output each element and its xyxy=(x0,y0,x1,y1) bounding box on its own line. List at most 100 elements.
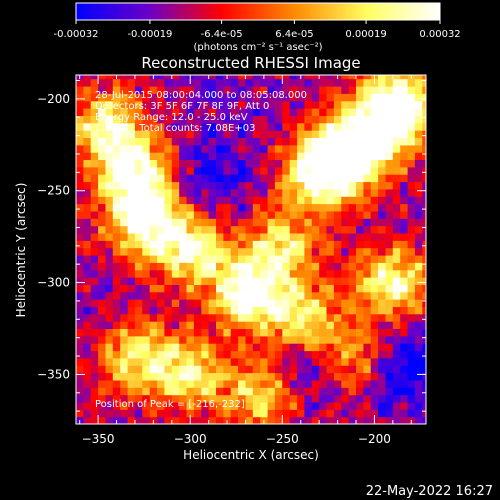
heatmap-cell xyxy=(90,122,99,131)
heatmap-cell xyxy=(238,233,247,241)
heatmap-cell xyxy=(333,394,342,403)
heatmap-cell xyxy=(201,181,210,190)
heatmap-cell xyxy=(422,218,426,227)
heatmap-cell xyxy=(326,166,335,175)
heatmap-cell xyxy=(407,174,416,183)
heatmap-cell xyxy=(134,210,143,219)
heatmap-cell xyxy=(201,108,210,116)
heatmap-cell xyxy=(385,284,394,293)
heatmap-cell xyxy=(282,262,291,271)
heatmap-cell xyxy=(356,181,364,190)
heatmap-cell xyxy=(252,416,261,424)
heatmap-cell xyxy=(171,240,180,249)
colorbar-tick-label: 0.00032 xyxy=(419,29,460,40)
heatmap-cell xyxy=(83,350,92,359)
heatmap-cell xyxy=(319,159,328,168)
heatmap-cell xyxy=(223,166,232,175)
heatmap-cell xyxy=(98,365,107,374)
heatmap-cell xyxy=(392,328,401,337)
heatmap-cell xyxy=(341,130,350,138)
heatmap-cell xyxy=(297,188,306,197)
heatmap-cell xyxy=(216,130,224,138)
heatmap-cell xyxy=(311,343,320,352)
heatmap-cell xyxy=(230,159,239,168)
heatmap-cell xyxy=(208,210,217,219)
heatmap-cell xyxy=(267,122,276,131)
heatmap-cell xyxy=(400,188,409,197)
heatmap-cell xyxy=(127,108,136,116)
heatmap-cell xyxy=(201,394,210,403)
heatmap-cell xyxy=(120,357,129,366)
heatmap-cell xyxy=(422,174,426,183)
heatmap-cell xyxy=(186,365,195,374)
heatmap-cell xyxy=(297,247,306,256)
heatmap-cell xyxy=(282,108,291,116)
heatmap-cell xyxy=(341,86,350,94)
heatmap-cell xyxy=(149,93,158,102)
heatmap-cell xyxy=(414,299,423,307)
heatmap-cell xyxy=(76,86,84,94)
heatmap-cell xyxy=(105,335,114,344)
heatmap-cell xyxy=(201,277,210,285)
heatmap-cell xyxy=(267,166,276,175)
heatmap-cell xyxy=(193,218,202,227)
heatmap-cell xyxy=(414,166,423,175)
heatmap-cell xyxy=(120,159,129,168)
heatmap-cell xyxy=(252,402,261,410)
heatmap-cell xyxy=(216,328,224,337)
heatmap-cell xyxy=(76,196,84,205)
heatmap-cell xyxy=(341,78,350,87)
heatmap-cell xyxy=(356,174,364,183)
heatmap-cell xyxy=(83,277,92,285)
heatmap-cell xyxy=(260,299,269,307)
heatmap-cell xyxy=(164,100,173,109)
heatmap-cell xyxy=(216,372,224,381)
heatmap-cell xyxy=(385,159,394,168)
heatmap-cell xyxy=(392,343,401,352)
heatmap-cell xyxy=(164,291,173,300)
heatmap-cell xyxy=(149,409,158,418)
heatmap-cell xyxy=(304,152,313,160)
heatmap-cell xyxy=(297,343,306,352)
heatmap-cell xyxy=(134,115,143,124)
heatmap-cell xyxy=(223,277,232,285)
heatmap-cell xyxy=(392,159,401,168)
heatmap-cell xyxy=(289,196,298,205)
heatmap-cell xyxy=(274,115,283,124)
heatmap-cell xyxy=(252,86,261,94)
heatmap-cell xyxy=(392,306,401,315)
heatmap-cell xyxy=(134,365,143,374)
heatmap-cell xyxy=(378,372,387,381)
heatmap-cell xyxy=(193,130,202,138)
heatmap-cell xyxy=(90,328,99,337)
heatmap-cell xyxy=(112,335,121,344)
heatmap-cell xyxy=(407,299,416,307)
heatmap-cell xyxy=(400,284,409,293)
heatmap-cell xyxy=(171,78,180,87)
heatmap-cell xyxy=(400,144,409,153)
heatmap-cell xyxy=(230,247,239,256)
heatmap-cell xyxy=(260,284,269,293)
heatmap-cell xyxy=(134,284,143,293)
heatmap-cell xyxy=(157,93,166,102)
heatmap-cell xyxy=(422,291,426,300)
heatmap-cell xyxy=(267,416,276,424)
heatmap-cell xyxy=(76,387,84,396)
heatmap-cell xyxy=(186,210,195,219)
heatmap-cell xyxy=(230,86,239,94)
heatmap-cell xyxy=(186,225,195,234)
heatmap-cell xyxy=(260,152,269,160)
heatmap-cell xyxy=(98,233,107,241)
heatmap-cell xyxy=(120,284,129,293)
heatmap-cell xyxy=(208,174,217,183)
heatmap-cell xyxy=(400,240,409,249)
heatmap-cell xyxy=(407,394,416,403)
heatmap-cell xyxy=(186,93,195,102)
heatmap-cell xyxy=(407,86,416,94)
heatmap-cell xyxy=(363,78,372,87)
heatmap-cell xyxy=(356,203,364,212)
heatmap-cell xyxy=(179,284,188,293)
heatmap-cell xyxy=(385,100,394,109)
heatmap-cell xyxy=(193,416,202,424)
heatmap-cell xyxy=(326,291,335,300)
